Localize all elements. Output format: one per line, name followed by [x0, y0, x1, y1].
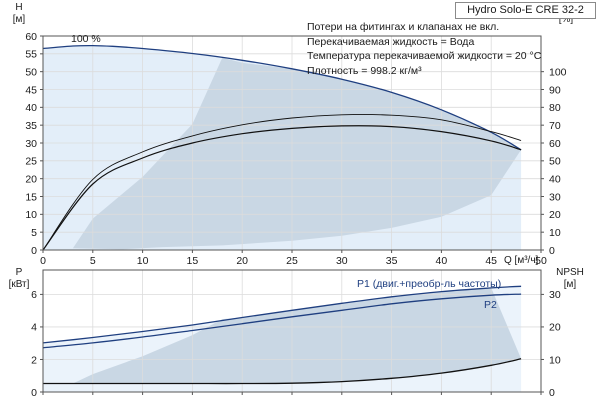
head-ytick-label: 15	[25, 191, 37, 203]
power-series-0-line	[42, 285, 522, 344]
note-density: Плотность = 998.2 кг/м³	[307, 64, 422, 77]
head-ytick-label: 30	[25, 138, 37, 150]
power-ytick-label: 2	[31, 354, 37, 366]
npsh-axis-unit: [м]	[564, 279, 577, 290]
head-y2tick-label: 10	[549, 227, 561, 239]
p1-series-label: P1 (двиг.+преобр-ль частоты)	[357, 278, 501, 290]
head-xtick-label: 0	[40, 255, 46, 267]
head-series-0-line	[42, 44, 522, 151]
note-liquid: Перекачиваемая жидкость = Вода	[307, 35, 475, 48]
head-y2tick-label: 0	[549, 245, 555, 257]
power-y2tick-label: 20	[549, 322, 561, 334]
head-y2tick-label: 20	[549, 209, 561, 221]
flow-axis-label: Q [м³/ч]	[504, 255, 539, 266]
power-ytick-label: 6	[31, 289, 37, 301]
head-ytick-label: 60	[25, 31, 37, 43]
head-xtick-label: 35	[386, 255, 398, 267]
power-y-axis-label: P	[16, 267, 23, 278]
p2-series-label: P2	[484, 299, 497, 311]
head-ytick-label: 35	[25, 120, 37, 132]
head-xtick-label: 45	[485, 255, 497, 267]
speed-percent-label: 100 %	[71, 33, 101, 45]
note-losses: Потери на фитингах и клапанах не вкл.	[307, 21, 500, 33]
head-y2tick-label: 40	[549, 173, 561, 185]
head-y-axis-label: H	[15, 2, 22, 13]
power-ytick-label: 4	[31, 322, 37, 334]
power-y2tick-label: 10	[549, 354, 561, 366]
head-xtick-label: 40	[436, 255, 448, 267]
head-xtick-label: 10	[137, 255, 149, 267]
head-ytick-label: 5	[31, 227, 37, 239]
head-y2tick-label: 50	[549, 156, 561, 168]
note-temperature: Температура перекачиваемой жидкости = 20…	[307, 50, 542, 62]
head-panel: 0510152025303540455055600102030405060708…	[13, 2, 574, 267]
head-xtick-label: 20	[236, 255, 248, 267]
head-ytick-label: 50	[25, 66, 37, 78]
head-ytick-label: 25	[25, 156, 37, 168]
head-xtick-label: 5	[90, 255, 96, 267]
eta-axis-unit: [%]	[559, 14, 574, 25]
head-ytick-label: 20	[25, 173, 37, 185]
power-y2tick-label: 30	[549, 289, 561, 301]
head-ytick-label: 10	[25, 209, 37, 221]
head-ytick-label: 45	[25, 84, 37, 96]
head-xtick-label: 50	[535, 255, 547, 267]
head-y2tick-label: 30	[549, 191, 561, 203]
power-series-2-line	[42, 358, 522, 385]
head-y2tick-label: 100	[549, 66, 567, 78]
head-y2tick-label: 90	[549, 84, 561, 96]
head-series-1-line	[42, 114, 522, 251]
head-series-2-line	[42, 125, 522, 251]
conditions-notes: Потери на фитингах и клапанах не вкл. Пе…	[307, 20, 547, 78]
head-xtick-label: 25	[286, 255, 298, 267]
head-ytick-label: 40	[25, 102, 37, 114]
head-y2tick-label: 60	[549, 138, 561, 150]
npsh-axis-label: NPSH	[556, 267, 584, 278]
power-series-1-line	[42, 293, 522, 349]
power-y-axis-unit: [кВт]	[9, 279, 30, 290]
head-y2tick-label: 70	[549, 120, 561, 132]
head-ytick-label: 55	[25, 49, 37, 61]
power-panel: 0 2 4 6 0 10 20 30 P[кВт] NPSH[м] P1 (двиг.+преобр…	[9, 267, 584, 399]
head-operating-region	[72, 57, 522, 250]
head-y-axis-unit: [м]	[13, 14, 26, 25]
head-xtick-label: 15	[187, 255, 199, 267]
power-y2tick-label: 0	[549, 387, 555, 399]
head-ytick-label: 0	[31, 245, 37, 257]
pump-model-title: Hydro Solo-E CRE 32-2	[455, 2, 596, 19]
power-ytick-label: 0	[31, 387, 37, 399]
head-xtick-label: 30	[336, 255, 348, 267]
head-y2tick-label: 80	[549, 102, 561, 114]
